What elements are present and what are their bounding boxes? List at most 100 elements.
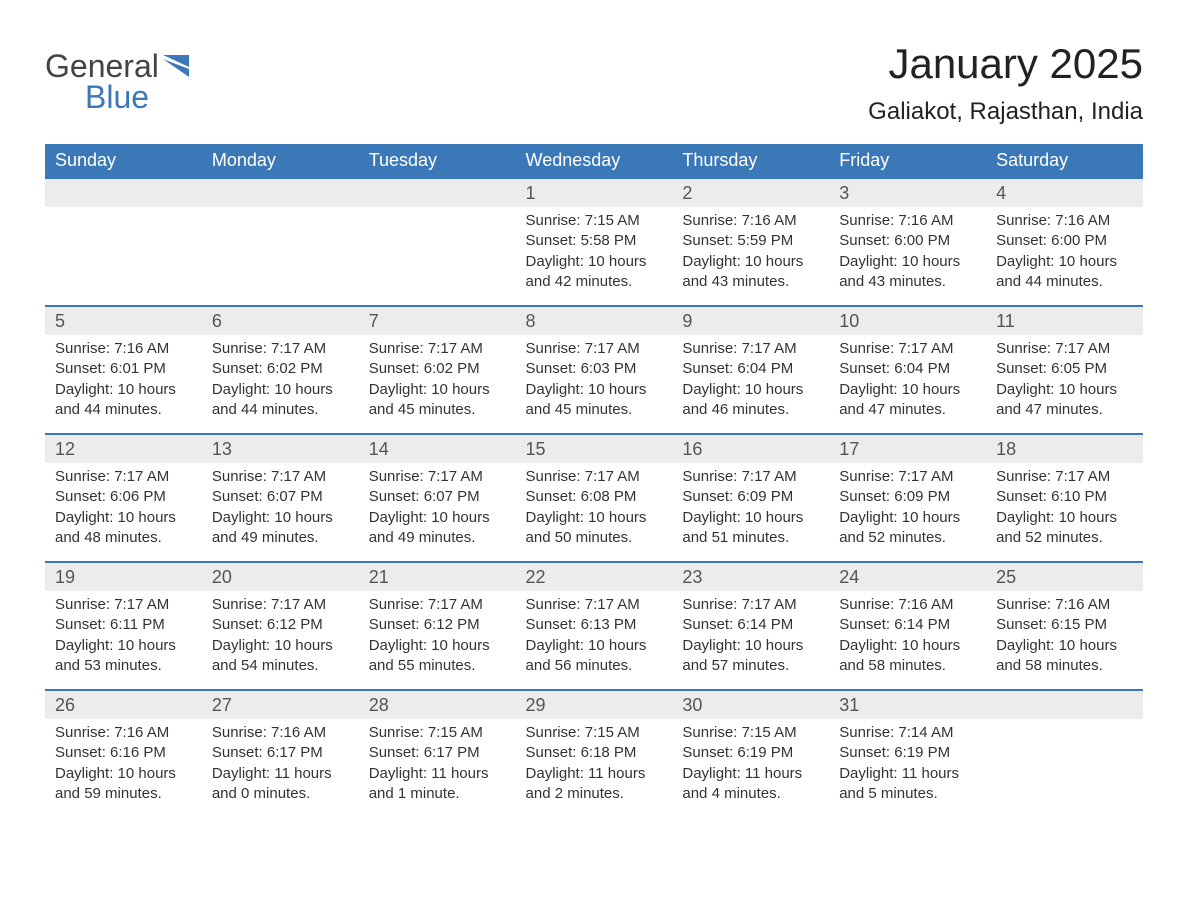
daylight-text: Daylight: 10 hours and 43 minutes. bbox=[682, 252, 819, 293]
weekday-header: Sunday bbox=[45, 144, 202, 177]
calendar-empty-cell bbox=[45, 177, 202, 305]
sunrise-text: Sunrise: 7:17 AM bbox=[682, 339, 819, 359]
day-number: 1 bbox=[516, 177, 673, 207]
sunset-text: Sunset: 5:58 PM bbox=[526, 231, 663, 251]
day-content bbox=[359, 207, 516, 217]
day-content: Sunrise: 7:16 AMSunset: 6:00 PMDaylight:… bbox=[986, 207, 1143, 298]
sunrise-text: Sunrise: 7:17 AM bbox=[526, 339, 663, 359]
day-content: Sunrise: 7:17 AMSunset: 6:08 PMDaylight:… bbox=[516, 463, 673, 554]
day-number: 9 bbox=[672, 305, 829, 335]
day-content: Sunrise: 7:17 AMSunset: 6:12 PMDaylight:… bbox=[359, 591, 516, 682]
day-content: Sunrise: 7:17 AMSunset: 6:12 PMDaylight:… bbox=[202, 591, 359, 682]
weekday-header: Wednesday bbox=[516, 144, 673, 177]
sunset-text: Sunset: 6:12 PM bbox=[369, 615, 506, 635]
sunrise-text: Sunrise: 7:17 AM bbox=[55, 595, 192, 615]
day-number: 20 bbox=[202, 561, 359, 591]
calendar-day-cell: 24Sunrise: 7:16 AMSunset: 6:14 PMDayligh… bbox=[829, 561, 986, 689]
daylight-text: Daylight: 10 hours and 42 minutes. bbox=[526, 252, 663, 293]
sunset-text: Sunset: 6:13 PM bbox=[526, 615, 663, 635]
day-content: Sunrise: 7:17 AMSunset: 6:04 PMDaylight:… bbox=[829, 335, 986, 426]
day-number: 30 bbox=[672, 689, 829, 719]
sunrise-text: Sunrise: 7:17 AM bbox=[682, 595, 819, 615]
day-content: Sunrise: 7:17 AMSunset: 6:11 PMDaylight:… bbox=[45, 591, 202, 682]
calendar-day-cell: 13Sunrise: 7:17 AMSunset: 6:07 PMDayligh… bbox=[202, 433, 359, 561]
sunrise-text: Sunrise: 7:17 AM bbox=[526, 595, 663, 615]
sunrise-text: Sunrise: 7:15 AM bbox=[369, 723, 506, 743]
day-number: 5 bbox=[45, 305, 202, 335]
calendar-day-cell: 23Sunrise: 7:17 AMSunset: 6:14 PMDayligh… bbox=[672, 561, 829, 689]
calendar-day-cell: 19Sunrise: 7:17 AMSunset: 6:11 PMDayligh… bbox=[45, 561, 202, 689]
day-content: Sunrise: 7:17 AMSunset: 6:14 PMDaylight:… bbox=[672, 591, 829, 682]
sunrise-text: Sunrise: 7:16 AM bbox=[55, 339, 192, 359]
sunset-text: Sunset: 6:03 PM bbox=[526, 359, 663, 379]
daylight-text: Daylight: 10 hours and 44 minutes. bbox=[55, 380, 192, 421]
header: General Blue January 2025 Galiakot, Raja… bbox=[45, 40, 1143, 126]
sunset-text: Sunset: 6:19 PM bbox=[839, 743, 976, 763]
logo-text-blue: Blue bbox=[85, 79, 149, 116]
day-number: 31 bbox=[829, 689, 986, 719]
day-number: 29 bbox=[516, 689, 673, 719]
day-number: 10 bbox=[829, 305, 986, 335]
day-content: Sunrise: 7:17 AMSunset: 6:02 PMDaylight:… bbox=[359, 335, 516, 426]
calendar-day-cell: 22Sunrise: 7:17 AMSunset: 6:13 PMDayligh… bbox=[516, 561, 673, 689]
calendar-day-cell: 16Sunrise: 7:17 AMSunset: 6:09 PMDayligh… bbox=[672, 433, 829, 561]
sunset-text: Sunset: 6:08 PM bbox=[526, 487, 663, 507]
daylight-text: Daylight: 11 hours and 0 minutes. bbox=[212, 764, 349, 805]
day-content: Sunrise: 7:16 AMSunset: 6:15 PMDaylight:… bbox=[986, 591, 1143, 682]
calendar-day-cell: 18Sunrise: 7:17 AMSunset: 6:10 PMDayligh… bbox=[986, 433, 1143, 561]
sunrise-text: Sunrise: 7:16 AM bbox=[682, 211, 819, 231]
calendar-day-cell: 8Sunrise: 7:17 AMSunset: 6:03 PMDaylight… bbox=[516, 305, 673, 433]
weekday-header: Friday bbox=[829, 144, 986, 177]
sunset-text: Sunset: 6:04 PM bbox=[682, 359, 819, 379]
sunset-text: Sunset: 6:06 PM bbox=[55, 487, 192, 507]
day-content: Sunrise: 7:17 AMSunset: 6:05 PMDaylight:… bbox=[986, 335, 1143, 426]
sunset-text: Sunset: 6:02 PM bbox=[369, 359, 506, 379]
daylight-text: Daylight: 10 hours and 48 minutes. bbox=[55, 508, 192, 549]
calendar-day-cell: 30Sunrise: 7:15 AMSunset: 6:19 PMDayligh… bbox=[672, 689, 829, 817]
day-content: Sunrise: 7:15 AMSunset: 6:19 PMDaylight:… bbox=[672, 719, 829, 810]
sunrise-text: Sunrise: 7:17 AM bbox=[369, 595, 506, 615]
calendar-day-cell: 14Sunrise: 7:17 AMSunset: 6:07 PMDayligh… bbox=[359, 433, 516, 561]
title-block: January 2025 Galiakot, Rajasthan, India bbox=[868, 40, 1143, 126]
sunrise-text: Sunrise: 7:16 AM bbox=[212, 723, 349, 743]
day-number: 18 bbox=[986, 433, 1143, 463]
sunset-text: Sunset: 6:09 PM bbox=[839, 487, 976, 507]
day-number: 8 bbox=[516, 305, 673, 335]
calendar-empty-cell bbox=[986, 689, 1143, 817]
day-content: Sunrise: 7:17 AMSunset: 6:09 PMDaylight:… bbox=[672, 463, 829, 554]
sunrise-text: Sunrise: 7:16 AM bbox=[839, 595, 976, 615]
day-number: 4 bbox=[986, 177, 1143, 207]
sunset-text: Sunset: 6:15 PM bbox=[996, 615, 1133, 635]
sunrise-text: Sunrise: 7:17 AM bbox=[55, 467, 192, 487]
sunset-text: Sunset: 6:18 PM bbox=[526, 743, 663, 763]
day-number bbox=[986, 689, 1143, 719]
calendar-day-cell: 5Sunrise: 7:16 AMSunset: 6:01 PMDaylight… bbox=[45, 305, 202, 433]
sunset-text: Sunset: 6:07 PM bbox=[212, 487, 349, 507]
sunrise-text: Sunrise: 7:16 AM bbox=[996, 595, 1133, 615]
page-title: January 2025 bbox=[868, 40, 1143, 88]
sunset-text: Sunset: 6:16 PM bbox=[55, 743, 192, 763]
sunrise-text: Sunrise: 7:16 AM bbox=[996, 211, 1133, 231]
day-number: 24 bbox=[829, 561, 986, 591]
sunset-text: Sunset: 6:17 PM bbox=[212, 743, 349, 763]
daylight-text: Daylight: 10 hours and 55 minutes. bbox=[369, 636, 506, 677]
day-content: Sunrise: 7:15 AMSunset: 6:17 PMDaylight:… bbox=[359, 719, 516, 810]
logo: General Blue bbox=[45, 40, 199, 116]
sunset-text: Sunset: 6:02 PM bbox=[212, 359, 349, 379]
sunrise-text: Sunrise: 7:17 AM bbox=[996, 467, 1133, 487]
location: Galiakot, Rajasthan, India bbox=[868, 98, 1143, 126]
calendar-week-row: 19Sunrise: 7:17 AMSunset: 6:11 PMDayligh… bbox=[45, 561, 1143, 689]
day-content: Sunrise: 7:17 AMSunset: 6:07 PMDaylight:… bbox=[202, 463, 359, 554]
daylight-text: Daylight: 11 hours and 4 minutes. bbox=[682, 764, 819, 805]
sunrise-text: Sunrise: 7:17 AM bbox=[212, 339, 349, 359]
day-number: 3 bbox=[829, 177, 986, 207]
sunset-text: Sunset: 6:17 PM bbox=[369, 743, 506, 763]
calendar-week-row: 26Sunrise: 7:16 AMSunset: 6:16 PMDayligh… bbox=[45, 689, 1143, 817]
day-number: 16 bbox=[672, 433, 829, 463]
day-number: 2 bbox=[672, 177, 829, 207]
sunrise-text: Sunrise: 7:15 AM bbox=[526, 211, 663, 231]
daylight-text: Daylight: 10 hours and 58 minutes. bbox=[996, 636, 1133, 677]
daylight-text: Daylight: 10 hours and 56 minutes. bbox=[526, 636, 663, 677]
day-content: Sunrise: 7:17 AMSunset: 6:03 PMDaylight:… bbox=[516, 335, 673, 426]
day-content bbox=[986, 719, 1143, 729]
